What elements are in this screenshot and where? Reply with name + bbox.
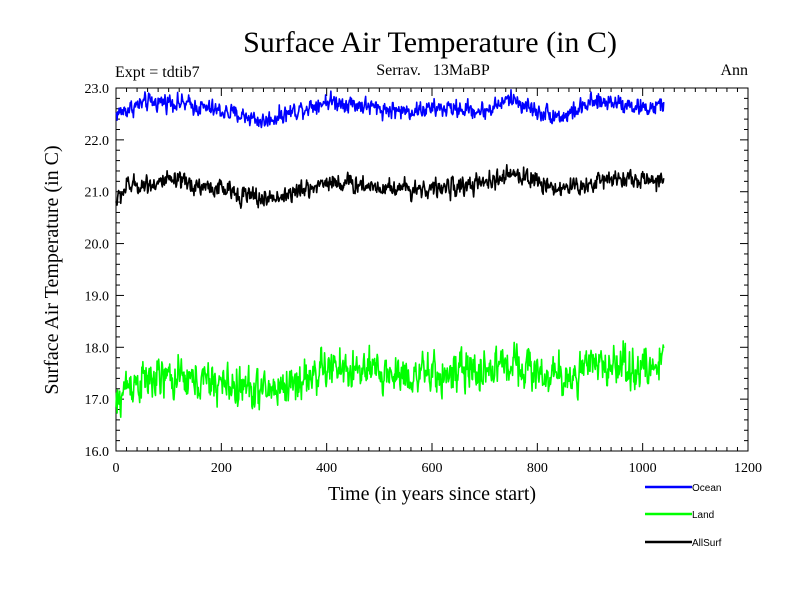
x-tick-label: 1000	[629, 461, 657, 476]
x-tick-label: 800	[527, 461, 548, 476]
y-tick-label: 16.0	[85, 445, 110, 460]
chart-title: Surface Air Temperature (in C)	[243, 26, 617, 59]
series-line-allsurf	[115, 164, 665, 209]
y-axis-label: Surface Air Temperature (in C)	[41, 145, 63, 394]
plot-frame	[115, 87, 749, 452]
series-line-ocean	[115, 89, 665, 129]
series-group	[115, 89, 665, 419]
y-tick-label: 17.0	[85, 393, 110, 408]
legend-label-allsurf: AllSurf	[692, 538, 722, 549]
period-label: Serrav. 13MaBP	[376, 62, 490, 79]
y-tick-label: 20.0	[85, 238, 110, 253]
legend-label-land: Land	[692, 510, 714, 521]
axis-ticks	[115, 87, 749, 452]
y-tick-label: 23.0	[85, 82, 110, 97]
x-tick-label: 0	[113, 461, 120, 476]
y-tick-label: 22.0	[85, 134, 110, 149]
y-tick-label: 21.0	[85, 186, 110, 201]
x-tick-label: 400	[316, 461, 337, 476]
season-label: Ann	[720, 62, 748, 79]
series-line-land	[115, 340, 665, 419]
x-tick-label: 600	[422, 461, 443, 476]
y-tick-label: 18.0	[85, 341, 110, 356]
x-tick-label: 200	[211, 461, 232, 476]
experiment-label: Expt = tdtib7	[115, 64, 200, 81]
legend-label-ocean: Ocean	[692, 483, 721, 494]
y-tick-label: 19.0	[85, 289, 110, 304]
x-axis-label: Time (in years since start)	[328, 483, 536, 505]
legend: Ocean Land AllSurf	[645, 483, 722, 549]
tick-labels: 0 200 400 600 800 1000 1200 16.0 17.0 18.0 19.0 20.…	[85, 82, 763, 476]
x-tick-label: 1200	[734, 461, 762, 476]
